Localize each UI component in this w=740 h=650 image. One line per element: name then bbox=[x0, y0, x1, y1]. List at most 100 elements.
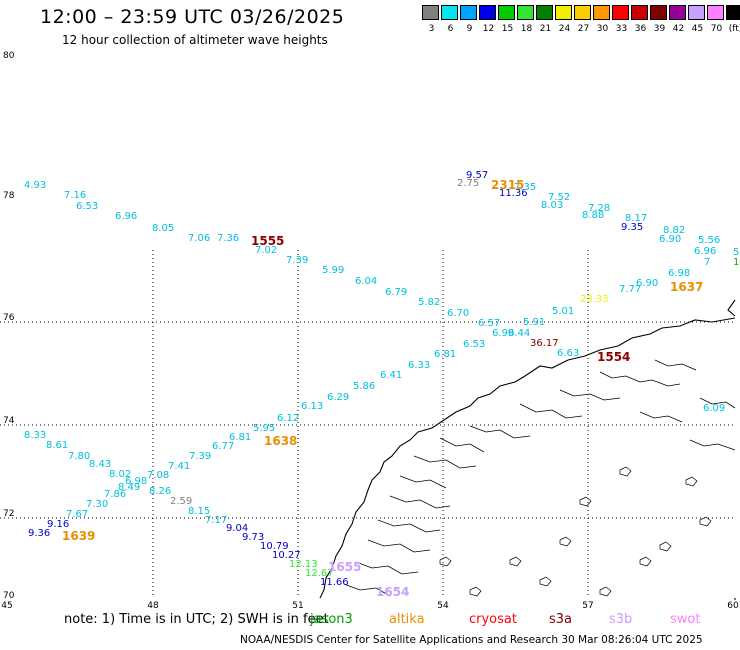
wave-height-label: 10.27 bbox=[272, 550, 301, 561]
wave-height-label: 7.67 bbox=[66, 509, 88, 520]
wave-height-label: 8.05 bbox=[152, 223, 174, 234]
pass-time-label: 2315 bbox=[491, 178, 524, 192]
pass-time-labels: 1555 2315 1637 1554 1638 1639 1655 1654 bbox=[62, 178, 703, 599]
wave-height-label: 6.81 bbox=[229, 432, 251, 443]
wave-height-label: 2.59 bbox=[170, 496, 192, 507]
wave-height-label: 6.98 bbox=[125, 476, 147, 487]
wave-height-labels: 4.937.166.536.968.057.06 7.367.027.395.99… bbox=[24, 170, 740, 588]
island-outline bbox=[559, 536, 572, 547]
wave-height-label: 8.88 bbox=[582, 210, 604, 221]
legend-swatch bbox=[688, 5, 705, 20]
lat-tick-label: 76 bbox=[3, 313, 15, 323]
legend-swatch bbox=[707, 5, 724, 20]
legend-satellite-s3a: s3a bbox=[549, 612, 573, 627]
wave-height-label: 10.79 bbox=[260, 541, 289, 552]
wave-height-label: 5.86 bbox=[353, 381, 375, 392]
wave-height-label: 9.04 bbox=[226, 523, 248, 534]
lon-tick-label: 48 bbox=[147, 601, 159, 611]
legend-swatch bbox=[669, 5, 686, 20]
wave-height-label: 6.81 bbox=[434, 349, 456, 360]
wave-height-label: 6.98 bbox=[668, 268, 690, 279]
wave-height-label: 8.15 bbox=[188, 506, 210, 517]
fjord-line bbox=[355, 561, 419, 575]
island-outline bbox=[659, 541, 672, 552]
wave-height-label: 7.08 bbox=[147, 470, 169, 481]
wave-height-label: 7.86 bbox=[104, 489, 126, 500]
legend-label: 30 bbox=[596, 24, 609, 34]
legend-label: 9 bbox=[466, 24, 473, 34]
wave-height-label: 7.41 bbox=[168, 461, 190, 472]
legend-swatch bbox=[612, 5, 629, 20]
legend-label: 24 bbox=[558, 24, 571, 34]
legend-label: 36 bbox=[634, 24, 647, 34]
island-outline bbox=[439, 556, 452, 567]
wave-height-label: 8.49 bbox=[118, 482, 140, 493]
legend-label: 42 bbox=[672, 24, 685, 34]
legend-swatch bbox=[631, 5, 648, 20]
wave-height-label: 7.35 bbox=[514, 182, 536, 193]
wave-height-label: 8.43 bbox=[89, 459, 111, 470]
legend-satellite-swot: swot bbox=[670, 612, 701, 627]
wave-height-label: 6.41 bbox=[380, 370, 402, 381]
lat-tick-label: 74 bbox=[3, 416, 15, 426]
lon-tick-label: 60 bbox=[727, 601, 739, 611]
legend-label: 45 bbox=[691, 24, 704, 34]
wave-height-label: 7.39 bbox=[286, 255, 308, 266]
legend-satellite-s3b: s3b bbox=[609, 612, 633, 627]
fjord-line bbox=[519, 403, 583, 419]
wave-height-label: 8.82 bbox=[663, 225, 685, 236]
legend-label: 12 bbox=[482, 24, 495, 34]
legend-label: 6 bbox=[447, 24, 454, 34]
wave-height-label: 6.79 bbox=[385, 287, 407, 298]
wave-height-label: 5.95 bbox=[253, 423, 275, 434]
wave-height-label: 8.03 bbox=[541, 200, 563, 211]
legend-swatch bbox=[441, 5, 458, 20]
pass-time-label: 1638 bbox=[264, 434, 297, 448]
wave-height-label: 6.33 bbox=[408, 360, 430, 371]
wave-height-label: 6.44 bbox=[508, 328, 530, 339]
legend-unit: (ft) bbox=[728, 24, 740, 34]
wave-height-label: 8.17 bbox=[625, 213, 647, 224]
wave-height-label: 5.01 bbox=[552, 306, 574, 317]
wave-height-label: 6.96 bbox=[115, 211, 137, 222]
wave-height-label: 6.96 bbox=[694, 246, 716, 257]
lon-tick-label: 57 bbox=[582, 601, 593, 611]
wave-height-label: 11.66 bbox=[320, 577, 349, 588]
wave-height-label: 9.36 bbox=[28, 528, 50, 539]
legend-swatch bbox=[726, 5, 740, 20]
wave-height-label: 8.26 bbox=[149, 486, 171, 497]
fjord-line bbox=[689, 439, 736, 451]
island-outline bbox=[639, 556, 652, 567]
greenland-coastline bbox=[319, 299, 736, 600]
wave-height-label: 5.56 bbox=[698, 235, 720, 246]
coastline bbox=[727, 299, 736, 317]
wave-height-label: 7.36 bbox=[217, 233, 239, 244]
legend-label: 21 bbox=[539, 24, 552, 34]
fjord-line bbox=[639, 411, 683, 423]
fjord-line bbox=[469, 425, 531, 439]
wave-height-label: 9.73 bbox=[242, 532, 264, 543]
fjord-line bbox=[399, 475, 447, 489]
wave-height-label: 15.06 bbox=[733, 257, 740, 268]
fjord-line bbox=[343, 583, 391, 597]
legend-swatch bbox=[517, 5, 534, 20]
lon-tick-label: 54 bbox=[437, 601, 449, 611]
island-outline bbox=[539, 576, 552, 587]
wave-height-label: 8.02 bbox=[109, 469, 131, 480]
legend-swatch bbox=[536, 5, 553, 20]
wave-height-label: 7.77 bbox=[619, 284, 641, 295]
pass-time-label: 1637 bbox=[670, 280, 703, 294]
legend-label: 39 bbox=[653, 24, 666, 34]
fjord-line bbox=[699, 397, 736, 409]
lat-lon-grid bbox=[0, 250, 735, 598]
pass-time-label: 1639 bbox=[62, 529, 95, 543]
legend-swatch bbox=[498, 5, 515, 20]
legend-swatch bbox=[593, 5, 610, 20]
wave-height-label: 7.39 bbox=[189, 451, 211, 462]
pass-time-label: 1655 bbox=[328, 560, 361, 574]
legend-label: 27 bbox=[577, 24, 590, 34]
wave-height-label: 7.28 bbox=[588, 203, 610, 214]
wave-height-label: 9.16 bbox=[47, 519, 69, 530]
legend-label: 18 bbox=[520, 24, 533, 34]
